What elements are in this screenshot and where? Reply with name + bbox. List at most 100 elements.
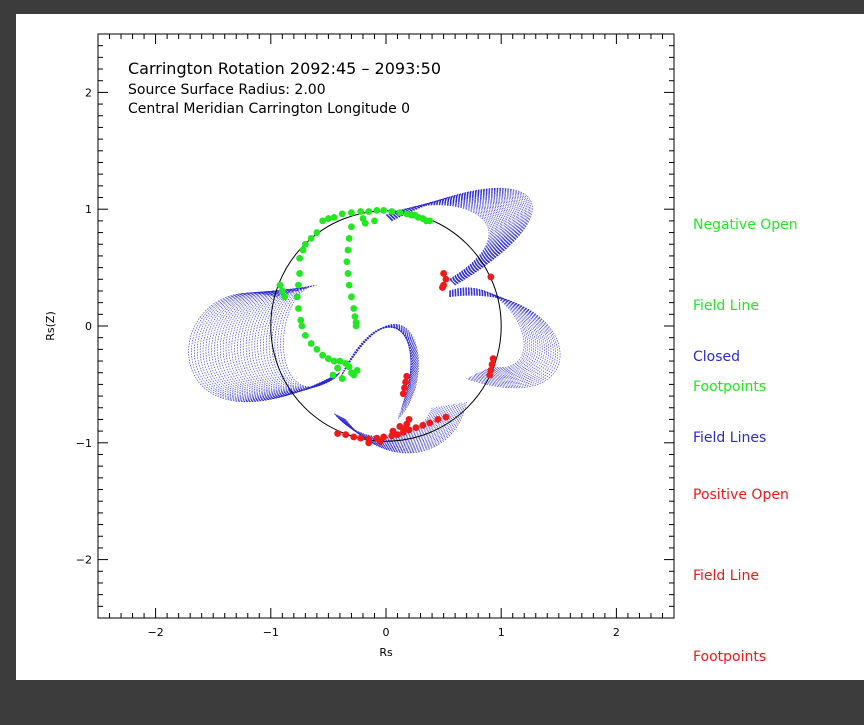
negative-footpoint bbox=[338, 210, 346, 218]
chart-frame: −2 −1 0 1 2 −2 −1 0 1 2 Rs Rs(Z) Carrington Rotat… bbox=[16, 14, 864, 680]
positive-footpoint bbox=[442, 413, 450, 421]
legend-line: Footpoints bbox=[693, 379, 767, 395]
positive-footpoint bbox=[396, 423, 404, 430]
negative-footpoint bbox=[301, 331, 309, 339]
x-tick-label: 2 bbox=[613, 626, 620, 639]
closed-field-line bbox=[387, 200, 501, 282]
positive-footpoint bbox=[399, 390, 407, 398]
negative-footpoint bbox=[307, 235, 315, 242]
closed-field-line bbox=[386, 203, 492, 280]
y-axis-label: Rs(Z) bbox=[44, 311, 57, 341]
positive-footpoint bbox=[350, 433, 358, 441]
x-tick-label: 1 bbox=[498, 626, 505, 639]
positive-footpoint bbox=[376, 438, 384, 446]
negative-footpoint bbox=[329, 371, 337, 379]
closed-field-line bbox=[388, 197, 510, 283]
negative-footpoint bbox=[298, 322, 306, 330]
closed-field-line bbox=[449, 294, 556, 386]
positive-footpoint bbox=[489, 355, 497, 363]
closed-field-line bbox=[254, 288, 337, 392]
closed-field-line bbox=[217, 291, 339, 398]
closed-field-line bbox=[339, 325, 416, 411]
negative-footpoint bbox=[295, 305, 302, 312]
negative-footpoint bbox=[422, 217, 430, 225]
negative-footpoint bbox=[330, 213, 338, 221]
axis-ticks bbox=[97, 33, 675, 619]
closed-field-line bbox=[339, 324, 418, 416]
x-tick-label: −1 bbox=[263, 626, 279, 639]
closed-field-line bbox=[449, 288, 529, 371]
negative-footpoint bbox=[334, 364, 342, 372]
closed-field-line bbox=[391, 189, 529, 285]
positive-footpoint bbox=[439, 284, 446, 291]
closed-field-line bbox=[390, 192, 521, 284]
closed-field-line bbox=[389, 194, 517, 284]
y-tick-label: −2 bbox=[76, 554, 92, 567]
closed-field-line bbox=[389, 193, 518, 284]
negative-footpoint bbox=[325, 215, 332, 222]
negative-footpoint bbox=[348, 209, 355, 217]
negative-footpoint bbox=[343, 258, 351, 266]
x-tick-label: 0 bbox=[383, 626, 390, 639]
legend-line: Field Line bbox=[693, 568, 759, 584]
closed-field-line bbox=[339, 326, 412, 389]
negative-footpoint bbox=[319, 217, 327, 225]
negative-footpoint bbox=[338, 375, 346, 382]
legend-line: Field Line bbox=[693, 298, 759, 314]
negative-footpoint bbox=[371, 217, 378, 225]
negative-footpoint bbox=[313, 229, 321, 236]
negative-footpoint bbox=[345, 363, 353, 371]
closed-field-line bbox=[339, 326, 412, 387]
negative-footpoint bbox=[325, 355, 332, 363]
positive-footpoint bbox=[334, 430, 342, 437]
legend-negative-open: Negative Open Field Line Footpoints bbox=[693, 158, 798, 455]
closed-field-line bbox=[277, 285, 335, 388]
positive-footpoint bbox=[486, 371, 494, 379]
closed-field-line bbox=[268, 286, 336, 390]
closed-field-line bbox=[390, 191, 525, 285]
positive-footpoint bbox=[365, 439, 373, 447]
closed-field-line bbox=[449, 288, 527, 370]
negative-footpoint bbox=[299, 246, 307, 254]
negative-footpoint bbox=[357, 208, 365, 215]
closed-field-line bbox=[199, 292, 340, 400]
legend-line: Footpoints bbox=[693, 649, 767, 665]
negative-footpoint bbox=[345, 281, 353, 289]
negative-footpoint bbox=[350, 371, 358, 379]
negative-footpoint bbox=[345, 235, 353, 242]
positive-footpoint bbox=[440, 270, 447, 277]
closed-field-line bbox=[339, 327, 413, 398]
closed-field-line bbox=[388, 197, 508, 283]
negative-footpoint bbox=[319, 351, 327, 359]
closed-field-line bbox=[339, 323, 419, 420]
closed-field-line bbox=[449, 289, 530, 372]
closed-field-line bbox=[389, 196, 513, 283]
positive-footpoint bbox=[412, 424, 420, 432]
closed-field-line bbox=[251, 288, 337, 392]
negative-footpoint bbox=[351, 313, 359, 321]
closed-field-line bbox=[339, 326, 413, 400]
closed-field-line bbox=[334, 407, 435, 439]
open-field-footpoints bbox=[276, 206, 497, 447]
positive-footpoint bbox=[442, 275, 450, 283]
negative-footpoint bbox=[361, 219, 369, 227]
negative-footpoint bbox=[313, 345, 321, 353]
closed-field-line bbox=[389, 194, 516, 284]
negative-footpoint bbox=[301, 240, 309, 248]
negative-footpoint bbox=[336, 357, 344, 365]
plot-svg: −2 −1 0 1 2 −2 −1 0 1 2 Rs Rs(Z) Carrington Rotat… bbox=[44, 33, 675, 659]
closed-field-line bbox=[386, 202, 496, 281]
negative-footpoint bbox=[365, 208, 373, 215]
negative-footpoint bbox=[353, 366, 361, 374]
closed-field-line bbox=[234, 289, 338, 395]
negative-footpoint bbox=[344, 270, 352, 277]
negative-footpoint bbox=[414, 213, 422, 221]
negative-footpoint bbox=[296, 254, 303, 262]
closed-field-line bbox=[339, 326, 413, 402]
closed-field-line bbox=[339, 326, 414, 405]
chart-subtitle-radius: Source Surface Radius: 2.00 bbox=[128, 82, 326, 98]
negative-footpoint bbox=[281, 293, 289, 301]
closed-field-line bbox=[188, 292, 341, 403]
axis-tick-labels: −2 −1 0 1 2 −2 −1 0 1 2 bbox=[76, 86, 620, 639]
positive-footpoint bbox=[487, 273, 495, 281]
